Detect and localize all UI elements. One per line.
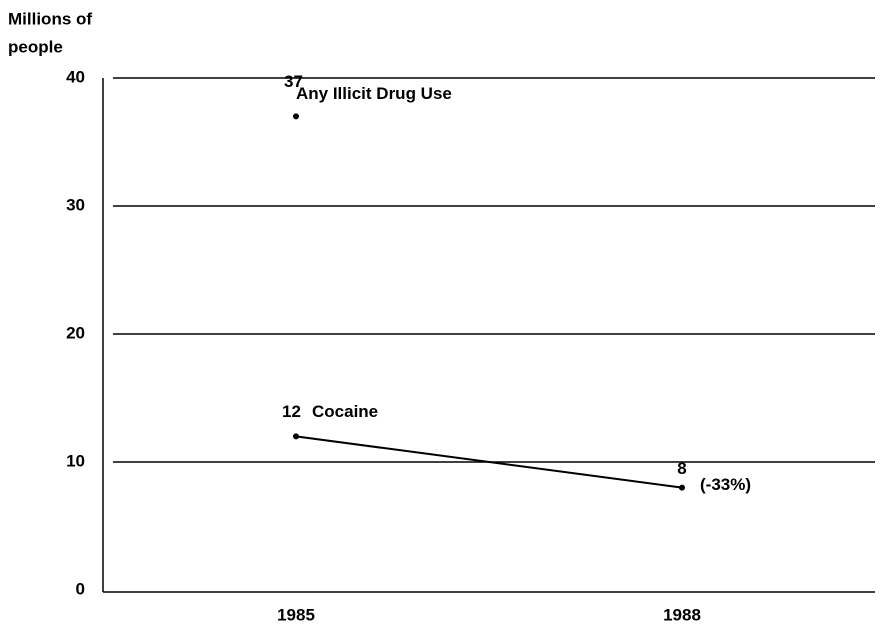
series-label: Any Illicit Drug Use (296, 84, 452, 103)
y-tick-label: 0 (76, 579, 85, 598)
annotation: (-33%) (700, 475, 751, 494)
x-tick-label: 1988 (663, 605, 701, 624)
y-tick-label: 20 (66, 323, 85, 342)
y-axis-label: people (8, 37, 63, 56)
value-label: 8 (677, 459, 686, 478)
y-tick-label: 40 (66, 67, 85, 86)
value-label: 12 (282, 402, 301, 421)
y-tick-label: 30 (66, 195, 85, 214)
y-axis-label: Millions of (8, 9, 92, 28)
series-line (295, 435, 683, 489)
value-label: 37 (284, 72, 303, 91)
series-label: Cocaine (312, 402, 378, 421)
y-tick-label: 10 (66, 451, 85, 470)
point (679, 484, 685, 491)
point (293, 113, 299, 120)
x-tick-label: 1985 (277, 605, 315, 624)
point (293, 433, 299, 440)
